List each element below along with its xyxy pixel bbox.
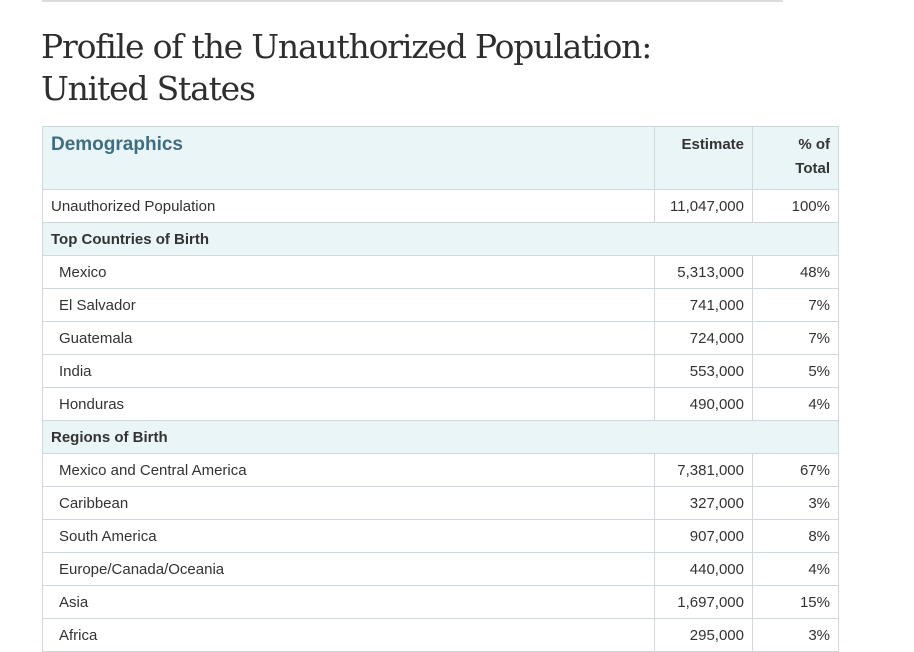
row-percent: 15% xyxy=(752,585,839,619)
row-percent: 67% xyxy=(752,453,839,487)
row-label: Honduras xyxy=(42,387,655,421)
header-percent-of-total: % of Total xyxy=(752,126,839,190)
row-percent: 5% xyxy=(752,354,839,388)
row-label: Mexico xyxy=(42,255,655,289)
section-label: Top Countries of Birth xyxy=(42,222,839,256)
header-demographics: Demographics xyxy=(42,126,655,190)
demographics-table: Demographics Estimate % of Total Unautho… xyxy=(42,126,839,652)
top-divider xyxy=(42,0,783,2)
row-estimate: 295,000 xyxy=(654,618,753,652)
row-estimate: 7,381,000 xyxy=(654,453,753,487)
row-estimate: 907,000 xyxy=(654,519,753,553)
row-estimate: 490,000 xyxy=(654,387,753,421)
row-estimate: 327,000 xyxy=(654,486,753,520)
row-percent: 7% xyxy=(752,288,839,322)
row-label: Mexico and Central America xyxy=(42,453,655,487)
row-label: Europe/Canada/Oceania xyxy=(42,552,655,586)
row-estimate: 724,000 xyxy=(654,321,753,355)
table-row: Caribbean 327,000 3% xyxy=(42,486,839,520)
table-row: Guatemala 724,000 7% xyxy=(42,321,839,355)
section-header-regions: Regions of Birth xyxy=(42,420,839,454)
row-estimate: 1,697,000 xyxy=(654,585,753,619)
page-title-line-1: Profile of the Unauthorized Population: xyxy=(41,27,652,66)
table-row: South America 907,000 8% xyxy=(42,519,839,553)
row-label: South America xyxy=(42,519,655,553)
row-percent: 4% xyxy=(752,387,839,421)
row-estimate: 553,000 xyxy=(654,354,753,388)
row-label: El Salvador xyxy=(42,288,655,322)
section-header-countries: Top Countries of Birth xyxy=(42,222,839,256)
table-row: Africa 295,000 3% xyxy=(42,618,839,652)
table-header-row: Demographics Estimate % of Total xyxy=(42,126,839,190)
table-row: Mexico and Central America 7,381,000 67% xyxy=(42,453,839,487)
row-estimate: 11,047,000 xyxy=(654,189,753,223)
row-percent: 8% xyxy=(752,519,839,553)
row-label: Guatemala xyxy=(42,321,655,355)
table-row: Asia 1,697,000 15% xyxy=(42,585,839,619)
row-percent: 3% xyxy=(752,486,839,520)
row-percent: 100% xyxy=(752,189,839,223)
row-label: Caribbean xyxy=(42,486,655,520)
row-label: India xyxy=(42,354,655,388)
page-title-line-2: United States xyxy=(41,69,256,108)
row-percent: 4% xyxy=(752,552,839,586)
table-row: Mexico 5,313,000 48% xyxy=(42,255,839,289)
row-estimate: 5,313,000 xyxy=(654,255,753,289)
row-estimate: 440,000 xyxy=(654,552,753,586)
row-estimate: 741,000 xyxy=(654,288,753,322)
row-label: Unauthorized Population xyxy=(42,189,655,223)
row-label: Africa xyxy=(42,618,655,652)
table-row-total: Unauthorized Population 11,047,000 100% xyxy=(42,189,839,223)
table-row: El Salvador 741,000 7% xyxy=(42,288,839,322)
row-label: Asia xyxy=(42,585,655,619)
table-row: India 553,000 5% xyxy=(42,354,839,388)
page-title: Profile of the Unauthorized Population: … xyxy=(41,26,741,110)
row-percent: 3% xyxy=(752,618,839,652)
table-row: Honduras 490,000 4% xyxy=(42,387,839,421)
row-percent: 48% xyxy=(752,255,839,289)
section-label: Regions of Birth xyxy=(42,420,839,454)
row-percent: 7% xyxy=(752,321,839,355)
table-row: Europe/Canada/Oceania 440,000 4% xyxy=(42,552,839,586)
header-estimate: Estimate xyxy=(654,126,753,190)
